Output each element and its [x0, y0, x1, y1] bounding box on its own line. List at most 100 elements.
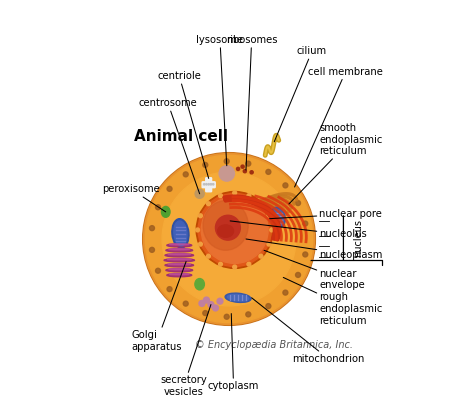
Ellipse shape — [195, 279, 204, 290]
Ellipse shape — [169, 244, 189, 245]
Circle shape — [183, 301, 188, 306]
Circle shape — [198, 193, 271, 267]
Circle shape — [241, 165, 244, 168]
Circle shape — [199, 300, 205, 306]
Circle shape — [143, 152, 315, 326]
Circle shape — [212, 184, 214, 185]
Text: nuclear pore: nuclear pore — [270, 209, 383, 219]
Circle shape — [266, 304, 271, 309]
FancyBboxPatch shape — [202, 182, 215, 188]
Circle shape — [219, 194, 222, 198]
Text: Golgi
apparatus: Golgi apparatus — [132, 262, 186, 351]
Circle shape — [149, 226, 155, 231]
Circle shape — [203, 162, 208, 167]
Circle shape — [208, 184, 210, 185]
Ellipse shape — [165, 254, 193, 257]
Text: © Encyclopædia Britannica, Inc.: © Encyclopædia Britannica, Inc. — [195, 340, 354, 350]
Circle shape — [233, 265, 237, 269]
Circle shape — [208, 302, 214, 307]
Circle shape — [203, 311, 208, 316]
Ellipse shape — [162, 206, 170, 217]
Circle shape — [219, 262, 222, 266]
Circle shape — [267, 242, 271, 246]
Circle shape — [303, 252, 308, 257]
Text: Animal cell: Animal cell — [134, 129, 228, 144]
Circle shape — [183, 172, 188, 177]
Circle shape — [266, 169, 271, 174]
Ellipse shape — [218, 225, 234, 237]
Ellipse shape — [166, 249, 192, 252]
Circle shape — [267, 214, 271, 218]
Circle shape — [155, 205, 161, 210]
Circle shape — [283, 290, 288, 295]
Ellipse shape — [167, 274, 191, 277]
Circle shape — [295, 201, 301, 206]
Circle shape — [216, 215, 240, 240]
Text: centrosome: centrosome — [138, 98, 200, 194]
Ellipse shape — [164, 259, 194, 262]
FancyBboxPatch shape — [206, 178, 211, 192]
Text: ribosomes: ribosomes — [226, 35, 277, 170]
Ellipse shape — [272, 209, 283, 226]
Ellipse shape — [228, 295, 249, 301]
Text: mitochondrion: mitochondrion — [252, 298, 365, 364]
Circle shape — [224, 159, 229, 164]
Circle shape — [167, 286, 172, 292]
Circle shape — [207, 202, 210, 206]
Circle shape — [210, 184, 211, 185]
Circle shape — [237, 167, 240, 171]
Ellipse shape — [225, 293, 251, 302]
Text: rough
endoplasmic
reticulum: rough endoplasmic reticulum — [283, 277, 383, 326]
Circle shape — [247, 262, 251, 266]
Circle shape — [217, 298, 223, 304]
Text: smooth
endoplasmic
reticulum: smooth endoplasmic reticulum — [289, 123, 383, 204]
Circle shape — [233, 191, 237, 195]
Circle shape — [283, 183, 288, 188]
Circle shape — [246, 312, 251, 317]
Circle shape — [203, 184, 205, 185]
Circle shape — [259, 254, 263, 258]
Circle shape — [219, 166, 235, 181]
Circle shape — [212, 305, 219, 311]
Circle shape — [167, 186, 172, 192]
Ellipse shape — [167, 244, 191, 247]
Text: nucleoplasm: nucleoplasm — [246, 239, 383, 260]
Circle shape — [243, 170, 246, 173]
Ellipse shape — [168, 263, 191, 265]
Circle shape — [199, 242, 202, 246]
Circle shape — [206, 184, 207, 185]
Circle shape — [224, 314, 229, 319]
Circle shape — [203, 297, 210, 303]
Circle shape — [195, 189, 204, 198]
Text: nucleus: nucleus — [353, 219, 363, 257]
Text: secretory
vesicles: secretory vesicles — [160, 305, 211, 397]
Text: peroxisome: peroxisome — [102, 184, 166, 212]
Circle shape — [270, 228, 273, 232]
Circle shape — [207, 254, 210, 258]
Circle shape — [247, 194, 251, 198]
Circle shape — [196, 228, 200, 232]
Text: lysosome: lysosome — [197, 35, 244, 166]
Circle shape — [250, 171, 253, 174]
Ellipse shape — [270, 207, 285, 228]
Circle shape — [162, 172, 296, 306]
Circle shape — [201, 196, 268, 263]
Text: centriole: centriole — [157, 71, 209, 178]
Ellipse shape — [166, 269, 192, 272]
Text: cytoplasm: cytoplasm — [208, 314, 259, 391]
Circle shape — [144, 154, 314, 324]
Circle shape — [196, 192, 273, 268]
Text: nuclear
envelope: nuclear envelope — [264, 250, 365, 291]
Ellipse shape — [172, 219, 189, 248]
Circle shape — [149, 247, 155, 252]
Ellipse shape — [169, 274, 189, 275]
Circle shape — [146, 155, 313, 323]
Text: cell membrane: cell membrane — [294, 67, 383, 187]
Ellipse shape — [174, 221, 187, 246]
Ellipse shape — [203, 201, 248, 250]
Ellipse shape — [169, 269, 190, 270]
Circle shape — [155, 268, 161, 273]
Text: cilium: cilium — [274, 46, 327, 142]
Ellipse shape — [169, 249, 190, 250]
Circle shape — [246, 161, 251, 166]
